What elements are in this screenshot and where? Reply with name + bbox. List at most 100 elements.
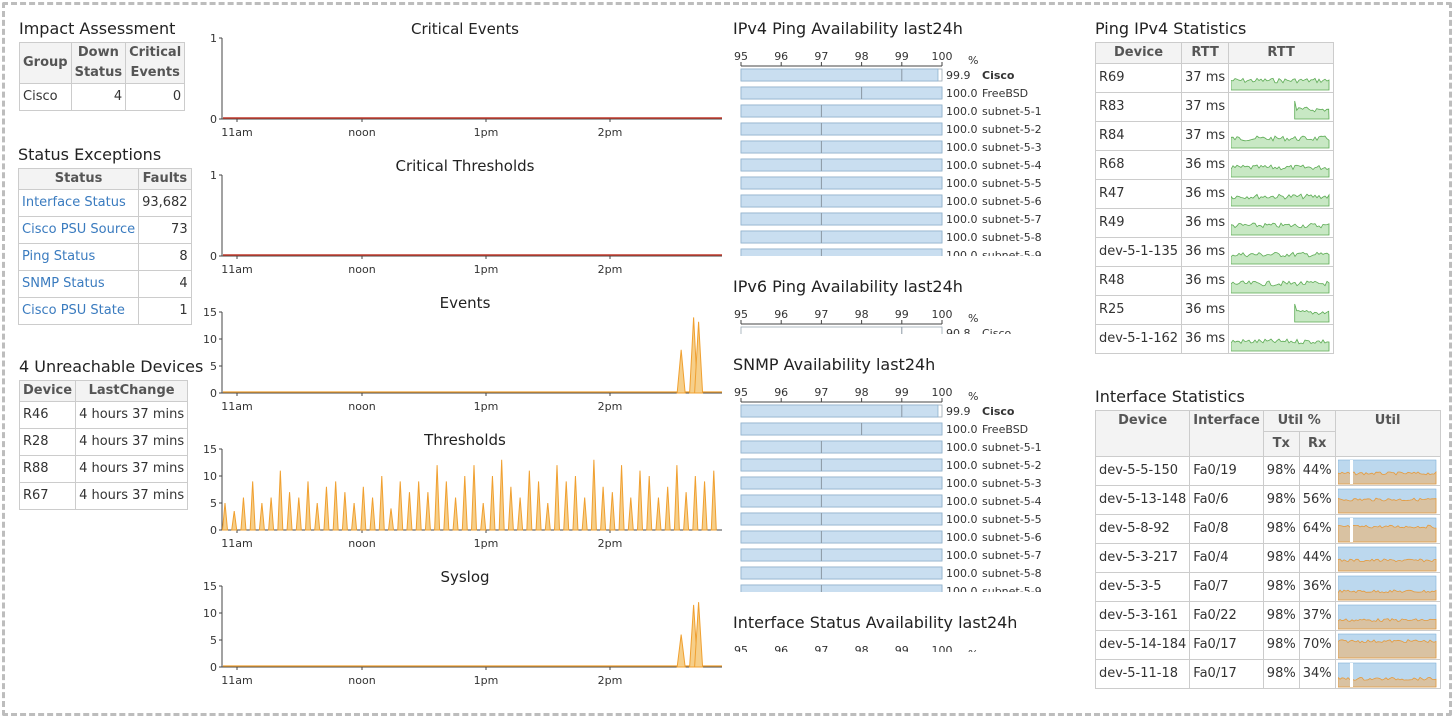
- availability-bar-fill[interactable]: [740, 440, 943, 454]
- availability-bar-fill[interactable]: [740, 86, 943, 100]
- iface-header-interface[interactable]: Interface: [1189, 410, 1264, 457]
- series-spike: [258, 502, 265, 531]
- interface-stats-title: Interface Statistics: [1095, 387, 1245, 406]
- exception-status-link[interactable]: SNMP Status: [22, 276, 105, 291]
- time-graph-plot[interactable]: 15 10 5 0 11am noon 1pm 2pm: [200, 292, 730, 429]
- impact-assessment-panel: Impact Assessment Group Down Status Crit…: [19, 19, 186, 111]
- availability-bar-fill[interactable]: [740, 494, 943, 508]
- availability-name[interactable]: subnet-5-2: [982, 123, 1042, 136]
- exception-status-link[interactable]: Cisco PSU Source: [22, 222, 136, 237]
- availability-bar-fill[interactable]: [740, 404, 939, 418]
- scale-label: 96: [774, 386, 788, 399]
- availability-bar-fill[interactable]: [740, 230, 943, 244]
- availability-name[interactable]: subnet-5-7: [982, 549, 1042, 562]
- time-graph-plot[interactable]: 1 0 11am noon 1pm 2pm: [200, 155, 730, 292]
- time-graph-plot[interactable]: 15 10 5 0 11am noon 1pm 2pm: [200, 566, 730, 703]
- series-spike: [701, 481, 708, 531]
- iface-header-device[interactable]: Device: [1094, 410, 1191, 457]
- iface-util-sparkline-cell: [1334, 630, 1441, 660]
- exception-status-link[interactable]: Cisco PSU State: [22, 303, 125, 318]
- availability-name[interactable]: subnet-5-1: [982, 441, 1042, 454]
- ping-header-device[interactable]: Device: [1094, 42, 1183, 64]
- exception-status-link[interactable]: Interface Status: [22, 195, 126, 210]
- availability-name[interactable]: subnet-5-7: [982, 213, 1042, 226]
- availability-chart: 95 96 97 98 99 100 % 99.9 Cisco 100.0 FreeBSD 100.0…: [734, 50, 1042, 256]
- scale-label: 96: [774, 50, 788, 63]
- ping-header-rtt-graph[interactable]: RTT: [1228, 42, 1335, 64]
- iface-header-util-graph[interactable]: Util: [1334, 410, 1441, 457]
- availability-name[interactable]: subnet-5-8: [982, 567, 1042, 580]
- rtt-sparkline-area: [1230, 77, 1330, 91]
- impact-header-group[interactable]: Group: [19, 42, 72, 84]
- time-graph-plot[interactable]: 15 10 5 0 11am noon 1pm 2pm: [200, 429, 730, 566]
- availability-section: Interface Status Availability last24h 95 9…: [732, 612, 1062, 652]
- availability-bar-fill[interactable]: [740, 422, 943, 436]
- iface-rx-cell: 64%: [1298, 514, 1336, 544]
- availability-bar-fill[interactable]: [740, 68, 939, 82]
- availability-bar-fill[interactable]: [740, 212, 943, 226]
- availability-bar-fill[interactable]: [740, 476, 943, 490]
- availability-name[interactable]: subnet-5-4: [982, 495, 1042, 508]
- availability-name[interactable]: subnet-5-6: [982, 531, 1042, 544]
- availability-name[interactable]: Cisco: [982, 405, 1015, 418]
- iface-header-tx[interactable]: Tx: [1262, 431, 1300, 457]
- x-tick-label: 11am: [221, 263, 252, 276]
- scale-label: 95: [734, 386, 748, 399]
- util-rx-area: [1337, 557, 1437, 571]
- availability-bar-fill[interactable]: [740, 176, 943, 190]
- iface-header-rx[interactable]: Rx: [1298, 431, 1336, 457]
- scale-label: 98: [855, 50, 869, 63]
- ping-header-rtt[interactable]: RTT: [1181, 42, 1230, 64]
- availability-name[interactable]: Cisco: [982, 69, 1015, 82]
- availability-bar-fill[interactable]: [740, 104, 943, 118]
- iface-tx-cell: 98%: [1262, 543, 1300, 573]
- availability-name[interactable]: subnet-5-1: [982, 105, 1042, 118]
- availability-name[interactable]: subnet-5-6: [982, 195, 1042, 208]
- availability-bar-fill[interactable]: [740, 458, 943, 472]
- availability-bar-fill[interactable]: [740, 548, 943, 562]
- availability-name[interactable]: subnet-5-9: [982, 585, 1042, 592]
- availability-bar-fill[interactable]: [740, 248, 943, 256]
- availability-name[interactable]: subnet-5-9: [982, 249, 1042, 256]
- availability-name[interactable]: subnet-5-3: [982, 141, 1042, 154]
- util-gap: [1349, 662, 1353, 687]
- availability-value: 100.0: [946, 531, 978, 544]
- util-rx-area: [1337, 588, 1437, 600]
- table-row: R46 4 hours 37 mins: [18, 401, 189, 429]
- table-row: R47 36 ms: [1094, 179, 1335, 209]
- availability-name[interactable]: subnet-5-4: [982, 159, 1042, 172]
- availability-bar-fill[interactable]: [740, 566, 943, 580]
- iface-header-util-pct[interactable]: Util %: [1262, 410, 1336, 432]
- availability-bar-fill[interactable]: [740, 158, 943, 172]
- availability-name[interactable]: subnet-5-3: [982, 477, 1042, 490]
- availability-bar-fill[interactable]: [740, 122, 943, 136]
- availability-name[interactable]: FreeBSD: [982, 87, 1028, 100]
- availability-name[interactable]: subnet-5-5: [982, 513, 1042, 526]
- availability-name[interactable]: subnet-5-5: [982, 177, 1042, 190]
- status-exceptions-panel: Status Exceptions Status Faults Interfac…: [17, 145, 192, 325]
- availability-section: IPv6 Ping Availability last24h 95 96 97 98 99…: [732, 276, 1062, 334]
- availability-name[interactable]: subnet-5-2: [982, 459, 1042, 472]
- impact-header-critical[interactable]: Critical Events: [125, 42, 186, 84]
- unreachable-header-device[interactable]: Device: [18, 380, 77, 402]
- y-tick-label: 10: [203, 470, 217, 483]
- ping-device-cell: R48: [1094, 266, 1183, 296]
- unreachable-header-lastchange[interactable]: LastChange: [75, 380, 189, 402]
- ping-device-cell: R83: [1094, 92, 1183, 122]
- exceptions-header-status[interactable]: Status: [17, 168, 140, 190]
- exception-status-link[interactable]: Ping Status: [22, 249, 96, 264]
- impact-header-down[interactable]: Down Status: [70, 42, 127, 84]
- availability-bar-fill[interactable]: [740, 584, 943, 592]
- availability-bar-fill[interactable]: [740, 512, 943, 526]
- availability-bar-fill[interactable]: [740, 194, 943, 208]
- availability-bar-fill[interactable]: [740, 140, 943, 154]
- time-graph: Thresholds 15 10 5 0 11am noon 1pm 2pm: [200, 429, 730, 566]
- series-spike: [535, 481, 542, 531]
- availability-name[interactable]: FreeBSD: [982, 423, 1028, 436]
- exceptions-header-faults[interactable]: Faults: [138, 168, 192, 190]
- ping-rtt-cell: 37 ms: [1181, 63, 1230, 93]
- availability-name[interactable]: Cisco: [982, 327, 1012, 334]
- time-graph-plot[interactable]: 1 0 11am noon 1pm 2pm: [200, 18, 730, 155]
- availability-bar-fill[interactable]: [740, 530, 943, 544]
- availability-name[interactable]: subnet-5-8: [982, 231, 1042, 244]
